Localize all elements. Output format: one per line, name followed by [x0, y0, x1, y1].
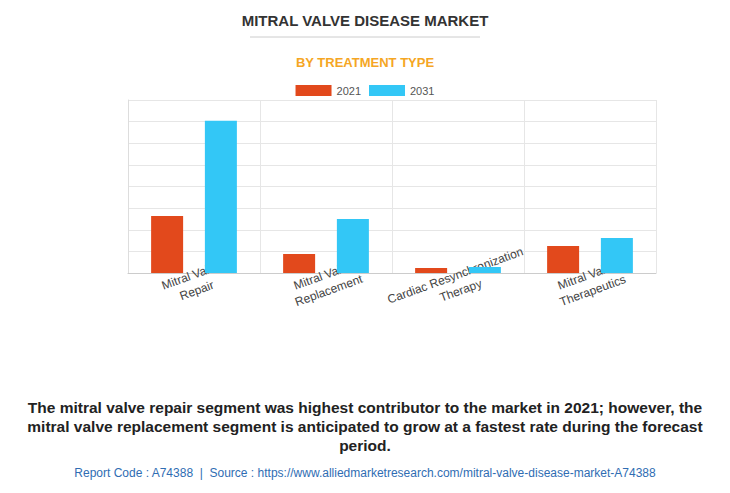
svg-text:2021: 2021	[337, 85, 361, 97]
svg-text:BY TREATMENT TYPE: BY TREATMENT TYPE	[296, 55, 435, 70]
html-text:Report Code : A74388 | Source: Report Code : A74388 | Source : https://…	[74, 466, 656, 480]
svg-text:2031: 2031	[410, 85, 434, 97]
svg-text:MITRAL VALVE DISEASE MARKET: MITRAL VALVE DISEASE MARKET	[242, 12, 489, 29]
svg-text:Therapy: Therapy	[438, 276, 484, 304]
svg-text:Therapeutics: Therapeutics	[558, 272, 628, 309]
svg-text:Repair: Repair	[178, 278, 216, 303]
svg-text:Cardiac Resynchronization: Cardiac Resynchronization	[385, 244, 525, 306]
html-text:The mitral valve repair segmen: The mitral valve repair segment was high…	[27, 399, 703, 454]
svg-text:Replacement: Replacement	[293, 272, 365, 310]
